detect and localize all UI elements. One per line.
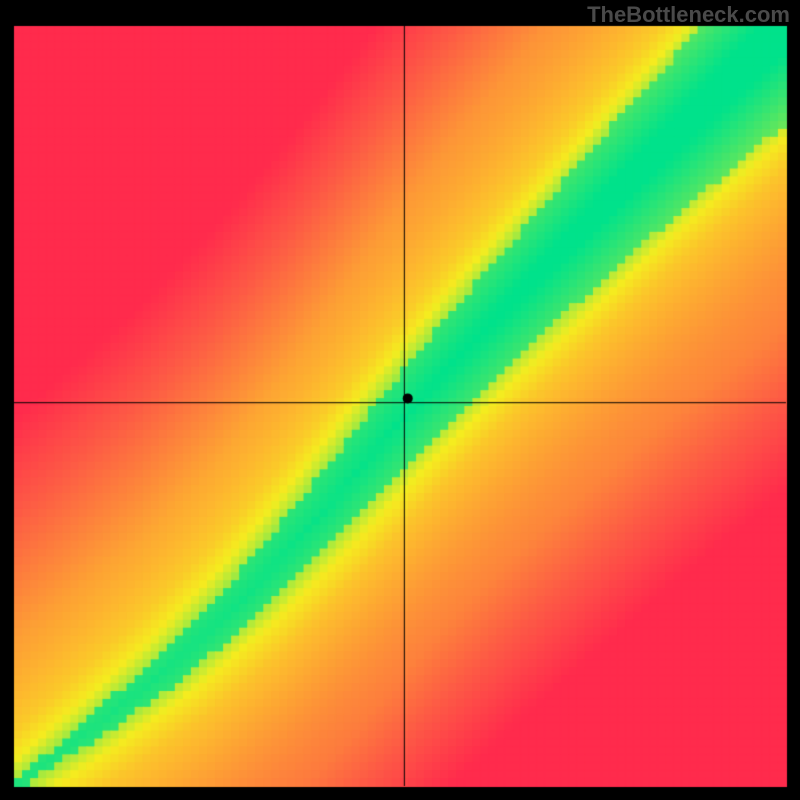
watermark-text: TheBottleneck.com	[587, 2, 790, 28]
bottleneck-heatmap-canvas	[0, 0, 800, 800]
